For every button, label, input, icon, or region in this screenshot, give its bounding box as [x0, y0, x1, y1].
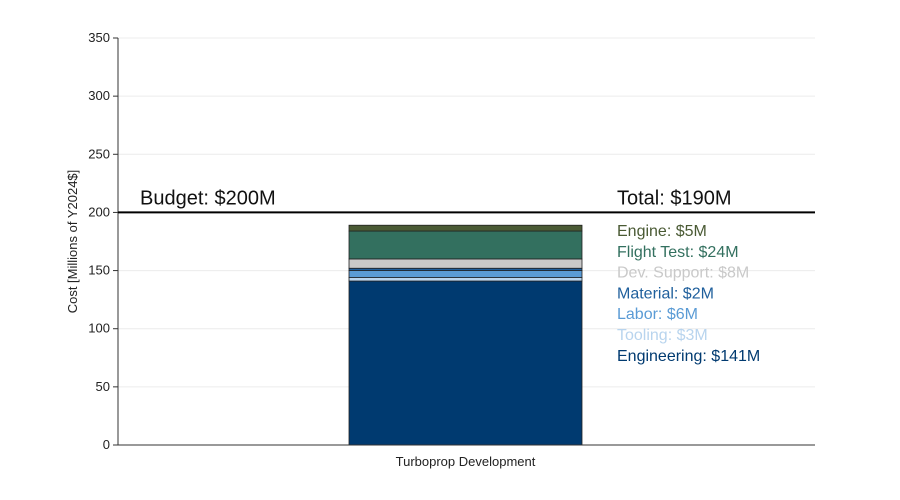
x-category-label: Turboprop Development: [396, 454, 536, 469]
segment-label: Dev. Support: $8M: [617, 265, 749, 282]
segment-label: Labor: $6M: [617, 306, 698, 323]
segment-label: Flight Test: $24M: [617, 244, 739, 261]
budget-label: Budget: $200M: [140, 187, 276, 209]
y-ticks: 0 50 100 150 200 250 300 350: [88, 30, 118, 452]
segment-label: Engine: $5M: [617, 223, 707, 240]
segment-label: Engineering: $141M: [617, 348, 760, 365]
y-tick-label: 0: [103, 437, 110, 452]
y-tick-label: 150: [88, 263, 110, 278]
total-label: Total: $190M: [617, 187, 732, 209]
y-tick-label: 350: [88, 30, 110, 45]
axes: [117, 38, 815, 446]
bar-segment: [348, 224, 583, 232]
bar-segment: [348, 270, 583, 278]
y-tick-label: 50: [96, 379, 110, 394]
bar-segment: [348, 277, 583, 282]
y-axis-label: Cost [Millions of Y2024$]: [65, 170, 80, 314]
segment-label: Material: $2M: [617, 285, 714, 302]
y-tick-label: 100: [88, 321, 110, 336]
segment-label: Tooling: $3M: [617, 327, 708, 344]
y-tick-label: 250: [88, 146, 110, 161]
bar-stack: [348, 224, 583, 446]
bar-segment: [348, 230, 583, 260]
bar-segment: [348, 258, 583, 269]
bar-segment: [348, 280, 583, 446]
segment-labels: Engine: $5M Flight Test: $24M Dev. Support…: [617, 223, 760, 365]
y-tick-label: 300: [88, 88, 110, 103]
y-tick-label: 200: [88, 204, 110, 219]
